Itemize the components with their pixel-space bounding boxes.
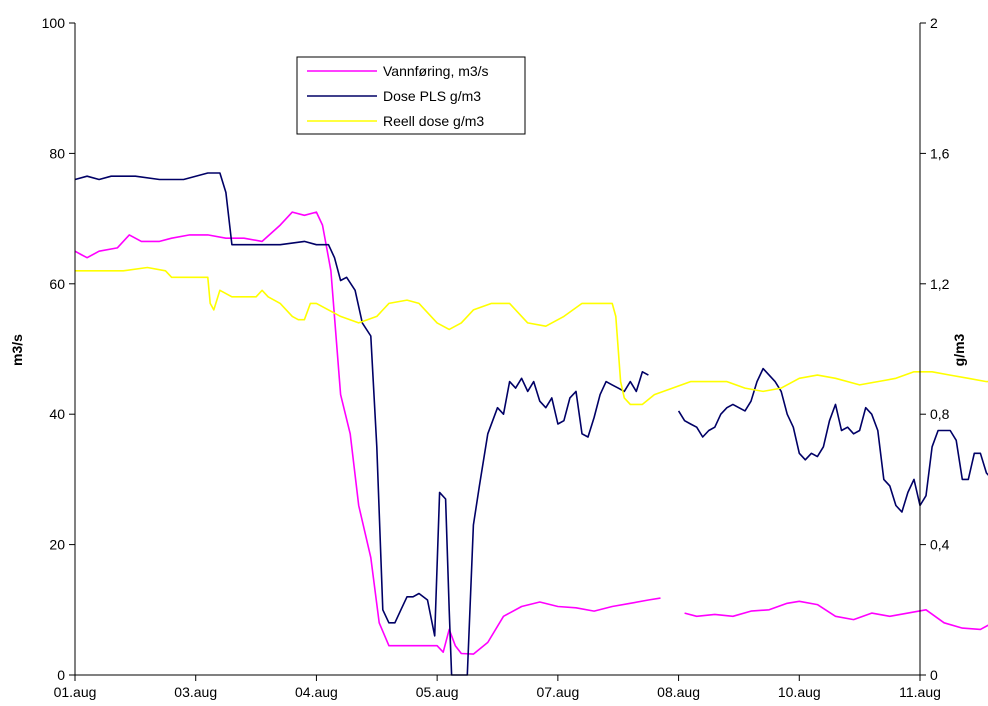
y2-tick-label: 0 bbox=[930, 667, 938, 683]
legend-label-dose-pls: Dose PLS g/m3 bbox=[383, 88, 481, 104]
y-tick-label: 80 bbox=[49, 145, 65, 161]
series-line-1-segment-1 bbox=[677, 367, 988, 513]
x-tick-label: 05.aug bbox=[416, 684, 459, 700]
x-tick-label: 07.aug bbox=[536, 684, 579, 700]
x-tick-label: 08.aug bbox=[657, 684, 700, 700]
legend: Vannføring, m3/s Dose PLS g/m3 Reell dos… bbox=[296, 56, 526, 135]
y2-tick-label: 0,8 bbox=[930, 406, 950, 422]
y-tick-label: 40 bbox=[49, 406, 65, 422]
x-tick-label: 04.aug bbox=[295, 684, 338, 700]
y2-tick-label: 1,2 bbox=[930, 276, 950, 292]
legend-label-reell-dose: Reell dose g/m3 bbox=[383, 113, 484, 129]
y-tick-label: 60 bbox=[49, 276, 65, 292]
y2-axis-title: g/m3 bbox=[951, 333, 967, 366]
series-line-2-segment-0 bbox=[75, 266, 988, 406]
y2-tick-label: 1,6 bbox=[930, 145, 950, 161]
x-tick-label: 03.aug bbox=[174, 684, 217, 700]
x-tick-label: 10.aug bbox=[778, 684, 821, 700]
legend-label-vannforing: Vannføring, m3/s bbox=[383, 63, 489, 79]
x-tick-label: 01.aug bbox=[54, 684, 97, 700]
y-axis-title: m3/s bbox=[9, 334, 25, 366]
y-tick-label: 0 bbox=[57, 667, 65, 683]
series-line-0-segment-1 bbox=[684, 600, 988, 631]
plot-lines bbox=[74, 172, 988, 676]
series-line-1-segment-0 bbox=[74, 172, 649, 676]
y2-tick-label: 2 bbox=[930, 15, 938, 31]
y-tick-label: 100 bbox=[42, 15, 66, 31]
x-tick-label: 11.aug bbox=[899, 684, 941, 700]
y-tick-label: 20 bbox=[49, 537, 65, 553]
axes: 0 20 40 60 80 100 0 0,4 0,8 1,2 1,6 2 01.aug 03.aug 04… bbox=[42, 15, 950, 700]
y2-tick-label: 0,4 bbox=[930, 537, 950, 553]
series-line-0-segment-0 bbox=[74, 211, 661, 655]
